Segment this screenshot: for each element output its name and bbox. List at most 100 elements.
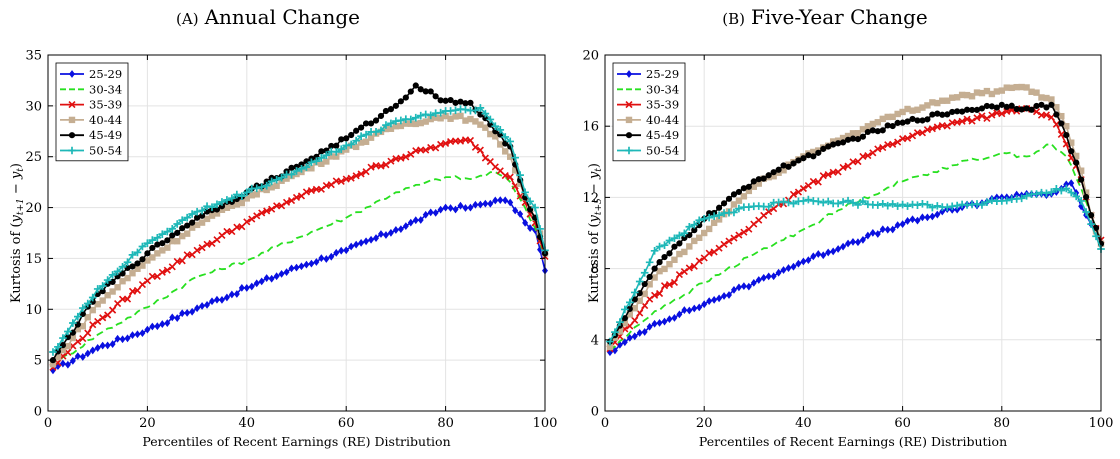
x-marker — [789, 190, 798, 198]
circle-marker — [1018, 106, 1025, 113]
diamond-marker — [313, 258, 320, 266]
square-marker — [661, 265, 668, 273]
diamond-marker — [184, 308, 191, 317]
diamond-marker — [854, 238, 861, 247]
plus-marker — [784, 198, 793, 207]
x-marker — [864, 151, 872, 160]
square-marker — [129, 270, 136, 277]
x-marker — [651, 291, 659, 299]
plus-marker — [526, 197, 534, 206]
plus-marker — [501, 133, 510, 141]
diamond-marker — [721, 292, 728, 300]
x-marker — [963, 115, 971, 123]
plus-marker — [883, 201, 892, 210]
x-marker — [422, 146, 430, 154]
plus-marker — [1092, 232, 1100, 241]
diamond-marker — [427, 208, 434, 217]
plus-marker — [93, 285, 102, 293]
plus-marker — [411, 113, 420, 122]
square-marker — [89, 306, 96, 314]
plus-marker — [108, 271, 117, 279]
diamond-marker — [189, 307, 196, 316]
y-label-part: t+1 — [16, 198, 26, 215]
square-marker — [1053, 104, 1060, 111]
legend-label: 50-54 — [89, 144, 122, 158]
plus-marker — [387, 119, 395, 128]
plus-marker — [715, 211, 723, 219]
plus-marker — [764, 203, 773, 211]
diamond-marker — [368, 235, 375, 244]
diamond-marker — [1068, 179, 1075, 188]
plus-marker — [859, 197, 867, 205]
circle-marker — [1038, 101, 1045, 108]
x-marker — [282, 198, 291, 206]
square-marker — [203, 215, 211, 223]
circle-marker — [457, 98, 464, 105]
x-marker — [486, 158, 494, 166]
y-label-part: y — [9, 214, 24, 223]
diamond-marker — [407, 218, 414, 227]
circle-marker — [1048, 101, 1055, 108]
diamond-marker — [815, 250, 822, 258]
x-marker — [998, 110, 1006, 118]
circle-marker — [849, 135, 857, 142]
diamond-marker — [785, 264, 792, 272]
plus-marker — [193, 207, 201, 216]
diamond-marker — [94, 344, 101, 352]
circle-marker — [333, 142, 340, 149]
square-marker — [68, 116, 76, 124]
y-label-part: − — [9, 179, 24, 198]
diamond-marker — [492, 196, 499, 205]
x-marker — [973, 114, 981, 122]
diamond-marker — [223, 293, 230, 302]
x-marker — [278, 202, 286, 210]
plus-marker — [1022, 192, 1031, 200]
series-30-34 — [52, 171, 546, 367]
y-label-part: ) — [587, 163, 602, 168]
circle-marker — [671, 243, 678, 250]
plus-marker — [695, 216, 704, 225]
plus-marker — [923, 200, 932, 209]
chart-panel-a: (A) Annual Change 0 20 40 60 80 100 0 5 10 15 20 25 30… — [9, 5, 557, 449]
plus-marker — [625, 146, 633, 155]
y-label-part: − — [587, 179, 602, 198]
circle-marker — [909, 115, 916, 123]
chart-title: (B) Five-Year Change — [722, 5, 927, 29]
plus-marker — [267, 177, 276, 186]
circle-marker — [412, 82, 419, 89]
x-marker — [943, 122, 951, 130]
square-marker — [968, 93, 976, 100]
diamond-marker — [914, 216, 921, 225]
circle-marker — [1063, 132, 1070, 139]
circle-marker — [437, 97, 444, 104]
plus-marker — [491, 122, 500, 130]
square-marker — [681, 248, 688, 256]
plus-marker — [1077, 197, 1085, 205]
diamond-marker — [631, 332, 638, 341]
x-marker — [133, 286, 142, 294]
circle-marker — [194, 214, 201, 221]
diamond-marker — [859, 235, 866, 244]
plus-marker — [700, 214, 708, 223]
plus-marker — [83, 299, 92, 308]
x-marker — [163, 266, 171, 274]
circle-marker — [442, 97, 449, 104]
diamond-marker — [363, 237, 370, 246]
x-marker — [258, 209, 266, 217]
y-tick-label: 12 — [582, 191, 599, 206]
plus-marker — [138, 242, 147, 251]
y-label-part: t — [16, 168, 26, 172]
circle-marker — [864, 128, 871, 136]
circle-marker — [959, 108, 966, 115]
plus-marker — [128, 251, 137, 259]
y-tick-label: 35 — [25, 49, 42, 64]
diamond-marker — [109, 340, 116, 348]
plus-marker — [238, 192, 246, 200]
circle-marker — [1058, 120, 1065, 127]
plus-marker — [178, 216, 186, 224]
circle-marker — [780, 162, 787, 169]
circle-marker — [174, 229, 181, 237]
x-marker — [978, 112, 986, 120]
diamond-marker — [253, 279, 260, 288]
diamond-marker — [502, 196, 509, 205]
